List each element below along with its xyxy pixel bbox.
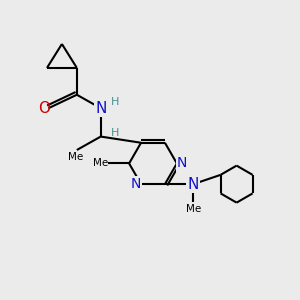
Text: Me: Me [68,152,83,162]
Text: N: N [95,101,106,116]
Text: H: H [111,97,119,106]
Text: H: H [111,128,119,138]
Text: O: O [38,101,50,116]
Text: Me: Me [186,204,201,214]
Text: N: N [177,156,188,170]
Text: Me: Me [93,158,108,168]
Text: N: N [188,177,199,192]
Text: N: N [130,177,141,191]
